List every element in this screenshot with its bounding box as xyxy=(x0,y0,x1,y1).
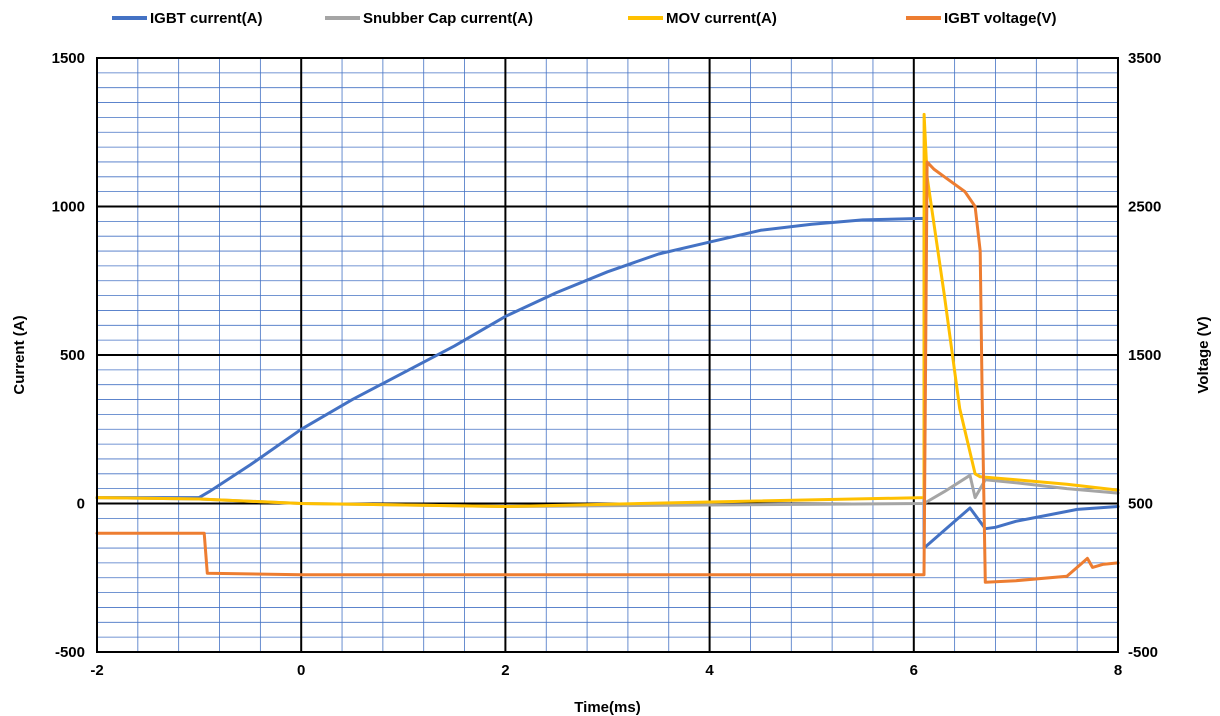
series-line-igbt-voltage-v xyxy=(95,160,1120,584)
y2-axis-label: Voltage (V) xyxy=(1195,316,1212,393)
y-tick-label: 500 xyxy=(60,347,85,364)
plot-frame xyxy=(96,57,1119,653)
y-tick-label: 0 xyxy=(77,496,85,513)
legend-label-mov-current-a: MOV current(A) xyxy=(666,10,777,27)
series-layer xyxy=(95,112,1120,584)
legend: IGBT current(A) Snubber Cap current(A) MOV… xyxy=(112,10,1057,27)
legend-label-igbt-voltage-v: IGBT voltage(V) xyxy=(944,10,1057,27)
y-axis-label: Current (A) xyxy=(11,315,28,394)
y2-tick-label: 2500 xyxy=(1128,199,1161,216)
x-tick-label: 2 xyxy=(501,662,509,679)
x-tick-label: 4 xyxy=(705,662,714,679)
series-line-igbt-current-a xyxy=(95,216,1120,550)
x-tick-label: -2 xyxy=(90,662,103,679)
y-tick-label: 1500 xyxy=(52,50,85,67)
y2-tick-label: -500 xyxy=(1128,644,1158,661)
x-tick-labels: -2 0 2 4 6 8 xyxy=(90,662,1122,679)
x-tick-label: 8 xyxy=(1114,662,1122,679)
y-tick-label: 1000 xyxy=(52,199,85,216)
y2-tick-label: 3500 xyxy=(1128,50,1161,67)
y-tick-label: -500 xyxy=(55,644,85,661)
y2-tick-label: 500 xyxy=(1128,496,1153,513)
x-tick-label: 6 xyxy=(910,662,918,679)
x-tick-label: 0 xyxy=(297,662,305,679)
y-tick-labels: -500 0 500 1000 1500 xyxy=(52,50,85,661)
y2-tick-labels: -500 500 1500 2500 3500 xyxy=(1128,50,1161,661)
legend-label-snubber-cap-current-a: Snubber Cap current(A) xyxy=(363,10,533,27)
legend-label-igbt-current-a: IGBT current(A) xyxy=(150,10,263,27)
y2-tick-label: 1500 xyxy=(1128,347,1161,364)
x-axis-label: Time(ms) xyxy=(574,699,640,716)
